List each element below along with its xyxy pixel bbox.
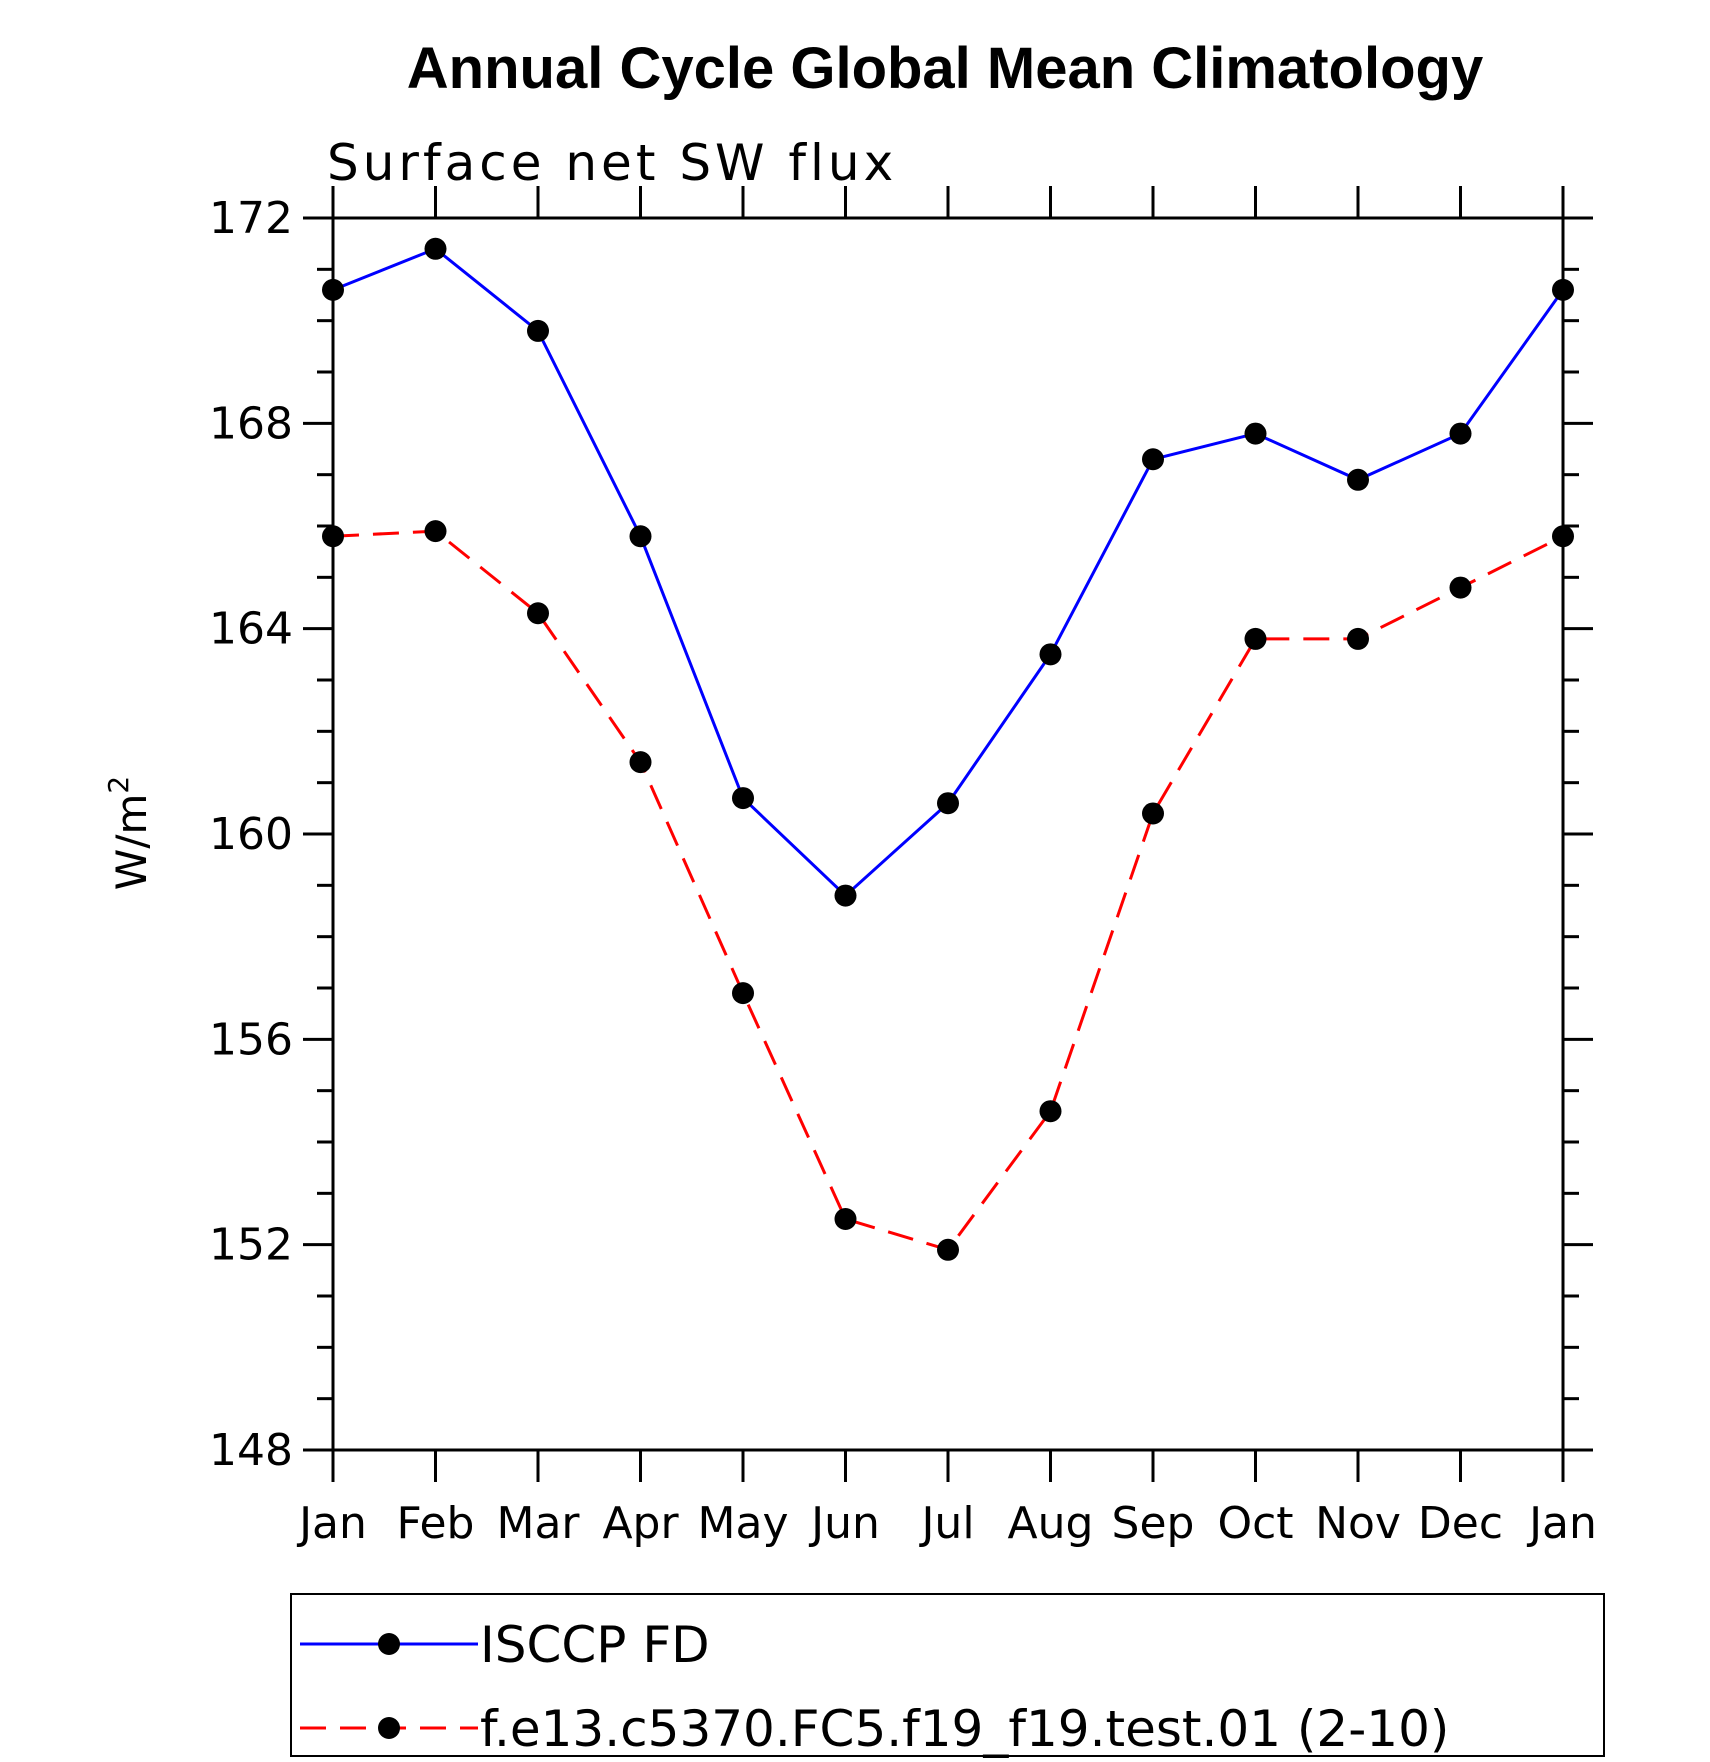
series-line bbox=[332, 529, 1564, 1252]
y-tick-label: 164 bbox=[209, 604, 293, 655]
y-tick-label: 172 bbox=[209, 193, 293, 244]
x-tick-label: Jan bbox=[1526, 1498, 1597, 1549]
series-layer bbox=[322, 237, 1574, 1261]
y-tick-label: 160 bbox=[209, 809, 293, 860]
axes: 148 152 156 160 164 168 172 Jan Feb Mar Apr May Jun J… bbox=[209, 186, 1597, 1549]
series-2 bbox=[322, 520, 1574, 1261]
data-point bbox=[424, 237, 447, 260]
x-tick-label: Sep bbox=[1112, 1498, 1195, 1549]
data-point bbox=[527, 319, 549, 342]
x-tick-label: Jul bbox=[918, 1498, 974, 1549]
legend-box bbox=[290, 1593, 1605, 1757]
data-point bbox=[1449, 422, 1472, 445]
legend-label: ISCCP FD bbox=[480, 1616, 710, 1674]
data-point bbox=[1347, 627, 1369, 650]
x-tick-label: Nov bbox=[1315, 1498, 1401, 1549]
legend-items: ISCCP FD f.e13.c5370.FC5.f19_f19.test.01 … bbox=[300, 1616, 1449, 1758]
y-axis-label: W/m2 bbox=[102, 776, 156, 890]
x-tick-label: Apr bbox=[602, 1498, 679, 1549]
data-point bbox=[1039, 1100, 1062, 1123]
data-point bbox=[1347, 468, 1369, 491]
data-point bbox=[1244, 422, 1267, 445]
data-point bbox=[1142, 448, 1164, 471]
data-point bbox=[732, 787, 754, 810]
x-tick-label: Oct bbox=[1217, 1498, 1293, 1549]
data-point bbox=[834, 1208, 857, 1230]
legend-entry: ISCCP FD bbox=[300, 1616, 710, 1674]
plot-frame bbox=[331, 216, 1565, 1452]
data-point bbox=[834, 884, 857, 907]
y-axis-label-text: W/m bbox=[107, 794, 156, 891]
legend-label: f.e13.c5370.FC5.f19_f19.test.01 (2-10) bbox=[480, 1700, 1449, 1758]
chart-title: Annual Cycle Global Mean Climatology bbox=[407, 36, 1483, 101]
x-tick-label: Aug bbox=[1008, 1498, 1094, 1549]
data-point bbox=[629, 525, 652, 548]
data-point bbox=[937, 792, 959, 815]
data-point bbox=[1552, 525, 1574, 548]
x-tick-label: Jun bbox=[808, 1498, 880, 1549]
data-point bbox=[732, 982, 754, 1005]
legend: ISCCP FD f.e13.c5370.FC5.f19_f19.test.01 … bbox=[290, 1593, 1605, 1758]
data-point bbox=[424, 520, 447, 543]
series-1 bbox=[322, 237, 1574, 907]
legend-marker bbox=[378, 1633, 400, 1655]
x-tick-label: Dec bbox=[1418, 1498, 1503, 1549]
x-tick-label: Feb bbox=[397, 1498, 475, 1549]
y-tick-label: 148 bbox=[209, 1425, 293, 1476]
legend-marker bbox=[378, 1717, 400, 1739]
data-point bbox=[937, 1238, 959, 1261]
y-tick-label: 152 bbox=[209, 1220, 293, 1271]
data-point bbox=[629, 751, 652, 774]
data-point bbox=[527, 602, 549, 625]
y-tick-label: 156 bbox=[209, 1014, 293, 1065]
svg-text:W/m2: W/m2 bbox=[102, 776, 156, 890]
y-axis-label-superscript: 2 bbox=[102, 776, 135, 794]
data-point bbox=[322, 278, 344, 301]
chart-subtitle: Surface net SW flux bbox=[327, 134, 897, 192]
y-tick-label: 168 bbox=[209, 398, 293, 449]
x-tick-label: May bbox=[698, 1498, 789, 1549]
data-point bbox=[1244, 627, 1267, 650]
data-point bbox=[322, 525, 344, 548]
x-tick-label: Jan bbox=[296, 1498, 367, 1549]
legend-entry: f.e13.c5370.FC5.f19_f19.test.01 (2-10) bbox=[300, 1700, 1449, 1758]
data-point bbox=[1552, 278, 1574, 301]
data-point bbox=[1142, 802, 1164, 825]
x-tick-label: Mar bbox=[496, 1498, 580, 1549]
data-point bbox=[1449, 576, 1472, 599]
data-point bbox=[1039, 643, 1062, 666]
